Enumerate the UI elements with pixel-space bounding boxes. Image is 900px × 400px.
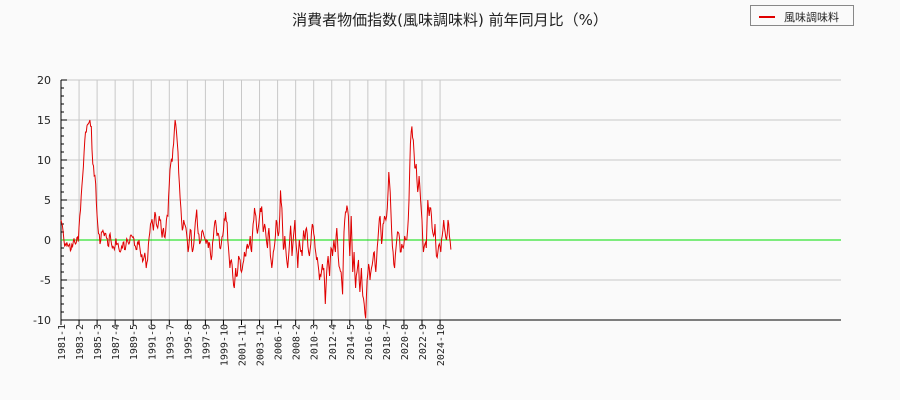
x-tick-label: 2024-10 bbox=[436, 324, 447, 366]
y-axis: -10 -5 0 5 10 15 20 bbox=[33, 74, 67, 327]
y-tick-label: -10 bbox=[33, 314, 51, 327]
x-tick-label: 2010-3 bbox=[310, 324, 321, 360]
y-tick-label: 15 bbox=[37, 114, 51, 127]
series-line-風味調味料 bbox=[60, 119, 452, 319]
x-tick-label: 2008-2 bbox=[292, 324, 303, 360]
x-tick-label: 2022-9 bbox=[418, 324, 429, 360]
x-tick-label: 2001-11 bbox=[238, 324, 249, 366]
chart-title: 消費者物価指数(風味調味料) 前年同月比（%） bbox=[292, 11, 608, 29]
x-tick-label: 2020-8 bbox=[400, 324, 411, 360]
y-tick-label: 0 bbox=[44, 234, 51, 247]
x-tick-label: 2018-7 bbox=[382, 324, 393, 360]
x-axis: 1981-1 1983-2 1985-3 1987-4 1989-5 1991-6 1993… bbox=[57, 319, 841, 366]
y-tick-label: -5 bbox=[40, 274, 51, 287]
x-tick-label: 2006-1 bbox=[274, 324, 285, 360]
x-tick-label: 1987-4 bbox=[111, 324, 122, 360]
x-tick-label: 1985-3 bbox=[93, 324, 104, 360]
x-tick-label: 1999-10 bbox=[219, 324, 230, 366]
y-tick-label: 5 bbox=[44, 194, 51, 207]
x-tick-label: 2003-12 bbox=[256, 324, 267, 366]
x-tick-label: 2016-6 bbox=[364, 324, 375, 360]
legend-label: 風味調味料 bbox=[784, 11, 839, 24]
x-tick-label: 1993-7 bbox=[165, 324, 176, 360]
x-tick-label: 2012-4 bbox=[328, 324, 339, 360]
x-tick-label: 2014-5 bbox=[346, 324, 357, 360]
x-tick-label: 1997-9 bbox=[201, 324, 212, 360]
legend-line-swatch bbox=[759, 16, 775, 18]
x-tick-label: 1991-6 bbox=[147, 324, 158, 360]
grid-lines bbox=[61, 79, 841, 321]
y-tick-label: 20 bbox=[37, 74, 51, 87]
x-tick-label: 1995-8 bbox=[183, 324, 194, 360]
x-tick-label: 1983-2 bbox=[75, 324, 86, 360]
legend: 風味調味料 bbox=[750, 5, 854, 26]
x-tick-label: 1981-1 bbox=[57, 324, 68, 360]
x-tick-label: 1989-5 bbox=[129, 324, 140, 360]
y-tick-label: 10 bbox=[37, 154, 51, 167]
